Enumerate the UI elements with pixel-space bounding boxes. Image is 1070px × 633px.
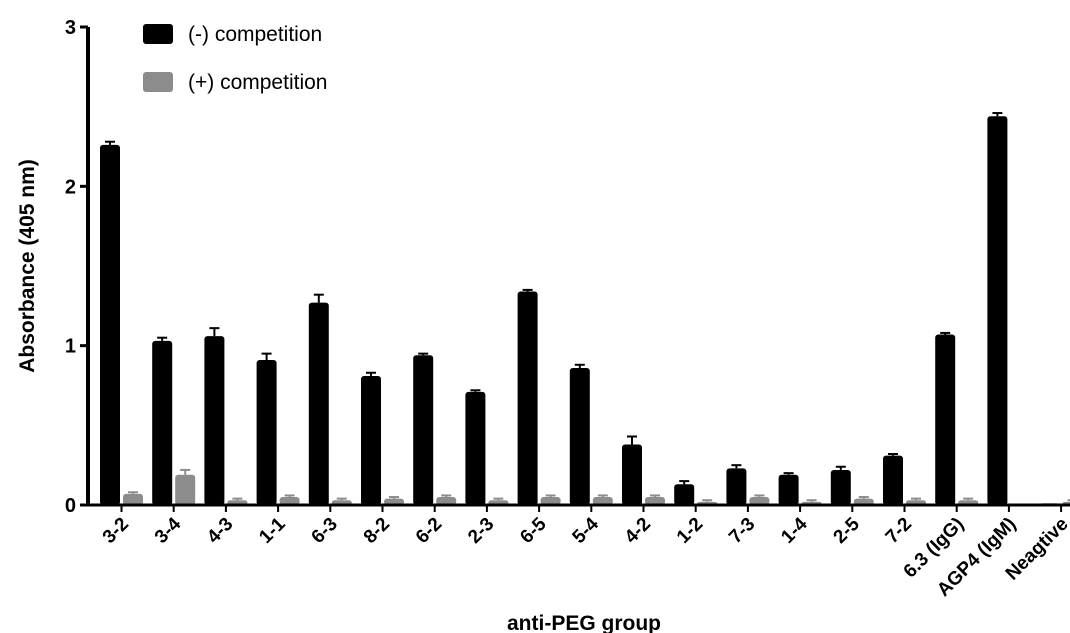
bars-layer <box>100 116 1070 505</box>
x-tick-label: 1-1 <box>255 513 290 548</box>
bar-minus-competition <box>465 391 486 505</box>
bar-plus-competition <box>436 497 457 505</box>
bar-minus-competition <box>308 302 329 505</box>
bar-plus-competition <box>749 497 770 505</box>
legend-swatch-plus-competition <box>143 72 173 92</box>
y-ticks: 0 1 2 3 <box>65 17 88 517</box>
bar-minus-competition <box>100 144 120 505</box>
x-tick-label: 2-3 <box>464 514 498 548</box>
bar-minus-competition <box>622 444 642 505</box>
legend: (-) competition (+) competition <box>143 23 327 94</box>
bar-plus-competition <box>592 497 613 505</box>
bar-plus-competition <box>645 497 665 505</box>
x-tick-label: 6-2 <box>412 514 446 548</box>
bar-minus-competition <box>517 291 538 505</box>
y-tick-label: 2 <box>65 176 76 198</box>
x-axis-title: anti-PEG group <box>507 612 661 633</box>
x-tick-label: 7-3 <box>725 514 759 548</box>
bar-plus-competition <box>279 497 300 505</box>
bar-minus-competition <box>204 336 225 505</box>
bar-minus-competition <box>569 367 590 505</box>
y-tick-label: 0 <box>65 495 76 517</box>
legend-label-plus-competition: (+) competition <box>188 71 327 94</box>
x-tick-label: 7-2 <box>882 514 916 548</box>
bar-minus-competition <box>152 340 173 505</box>
bar-plus-competition <box>123 493 143 505</box>
bar-minus-competition <box>361 375 381 505</box>
x-tick-label: 1-4 <box>777 513 812 548</box>
x-tick-label: 2-5 <box>830 513 865 548</box>
x-tick-label: 5-4 <box>569 513 604 548</box>
y-axis-title: Absorbance (405 nm) <box>16 159 39 373</box>
legend-label-minus-competition: (-) competition <box>188 23 322 46</box>
x-tick-label: 3-2 <box>99 514 133 548</box>
bar-minus-competition <box>674 484 695 505</box>
bar-minus-competition <box>830 469 851 505</box>
x-tick-label: 6-5 <box>516 513 551 548</box>
bar-plus-competition <box>384 498 404 505</box>
y-tick-label: 1 <box>65 336 76 358</box>
x-tick-label: 4-3 <box>203 514 237 548</box>
x-tick-label: 1-2 <box>673 514 707 548</box>
bar-plus-competition <box>853 498 874 505</box>
x-tick-label: 3-4 <box>151 513 186 548</box>
y-tick-label: 3 <box>65 17 76 39</box>
bar-minus-competition <box>883 455 903 505</box>
x-tick-labels: 3-2 3-4 4-3 1-1 6-3 8-2 6-2 2-3 6-5 5-4 4-2 1-2 7-3 1… <box>99 505 1070 601</box>
x-tick-label: 4-2 <box>621 514 655 548</box>
bar-minus-competition <box>256 360 277 505</box>
x-tick-label: 8-2 <box>360 514 394 548</box>
bar-minus-competition <box>413 355 434 505</box>
x-tick-label: 6-3 <box>308 514 342 548</box>
bar-plus-competition <box>175 474 196 505</box>
bar-plus-competition <box>540 497 561 505</box>
legend-swatch-minus-competition <box>143 24 173 44</box>
error-bars-layer <box>105 112 1070 502</box>
bar-minus-competition <box>726 468 747 505</box>
bar-minus-competition <box>935 334 956 505</box>
bar-minus-competition <box>987 116 1008 505</box>
bar-minus-competition <box>778 474 799 505</box>
